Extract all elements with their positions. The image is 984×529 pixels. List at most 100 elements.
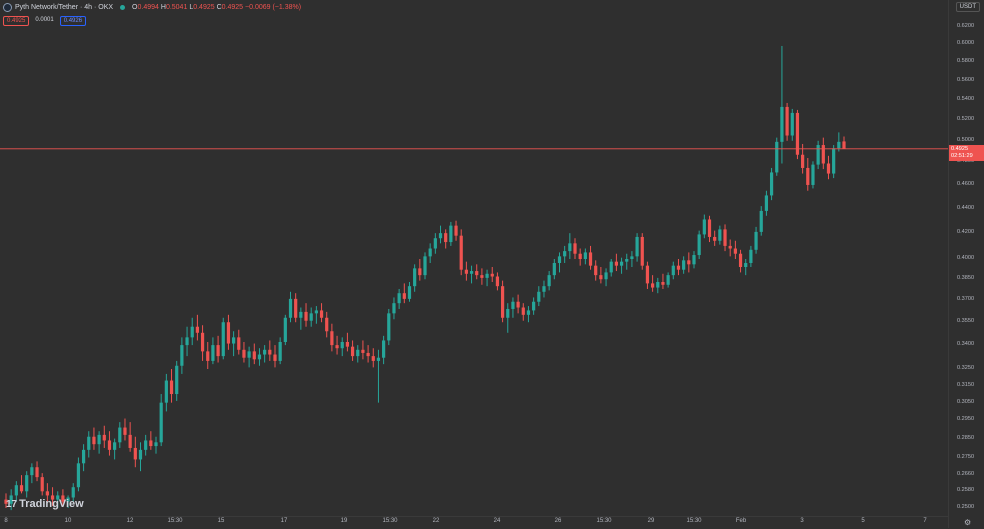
- candle: [557, 252, 562, 273]
- candle: [563, 245, 567, 263]
- candle-body: [832, 148, 836, 174]
- candle: [423, 252, 427, 280]
- candle: [552, 259, 556, 280]
- candle-body: [738, 253, 743, 268]
- candle: [733, 240, 737, 259]
- candle-body: [733, 248, 737, 254]
- candle-body: [444, 233, 448, 243]
- candle-body: [387, 313, 391, 341]
- candle: [418, 259, 422, 281]
- candle-body: [361, 349, 365, 353]
- candle-body: [801, 154, 805, 168]
- candle-body: [66, 497, 70, 502]
- candle-body: [842, 141, 846, 149]
- candle: [247, 346, 251, 368]
- settings-gear-icon[interactable]: ⚙: [964, 518, 972, 527]
- candle-body: [56, 495, 60, 500]
- candle-body: [702, 219, 706, 235]
- candle-body: [144, 440, 148, 450]
- open-label: O: [132, 4, 138, 11]
- price-axis[interactable]: 0.64000.62000.60000.58000.56000.54000.52…: [948, 0, 984, 528]
- candle-body: [749, 249, 753, 263]
- candle: [697, 230, 701, 259]
- candle: [200, 325, 205, 361]
- candle: [537, 286, 541, 307]
- candle-body: [692, 255, 696, 265]
- candle: [795, 109, 800, 160]
- candle-body: [578, 253, 582, 259]
- candle-body: [557, 256, 562, 263]
- candle: [288, 291, 293, 323]
- logo-text: TradingView: [19, 498, 84, 510]
- tradingview-logo[interactable]: 17 TradingView: [6, 498, 84, 510]
- candle-body: [599, 275, 603, 280]
- candle-body: [568, 243, 572, 252]
- symbol-title[interactable]: Pyth Network/Tether · 4h · OKX: [15, 4, 114, 11]
- candle-body: [278, 341, 282, 361]
- candle: [330, 323, 334, 352]
- time-axis[interactable]: 8 10 12 15:30 15 17 19 15:30 22 24 26 15:30 29 15:30 F…: [0, 516, 948, 529]
- candle-body: [588, 252, 593, 266]
- candle-body: [195, 326, 199, 333]
- candle: [738, 249, 743, 273]
- candle-body: [428, 248, 432, 257]
- chart-area[interactable]: [0, 0, 948, 516]
- candle-body: [356, 349, 360, 357]
- candle: [319, 303, 324, 323]
- price-tick-label: 0.2580: [957, 487, 975, 494]
- candle: [40, 473, 44, 496]
- candle-body: [526, 310, 531, 315]
- candle: [754, 226, 758, 254]
- time-tick-label: 24: [493, 518, 501, 524]
- ask-price-button[interactable]: 0.4926: [59, 16, 87, 26]
- candle: [521, 303, 525, 321]
- price-tick-label: 0.2750: [957, 453, 975, 460]
- price-tick-label: 0.4200: [957, 229, 975, 236]
- candle: [76, 457, 81, 492]
- candle: [185, 326, 189, 357]
- candle-body: [816, 145, 820, 165]
- bid-price-button[interactable]: 0.4925: [3, 16, 30, 26]
- low-value: 0.4925: [193, 4, 215, 11]
- candle-body: [480, 275, 484, 278]
- candle-body: [775, 141, 779, 173]
- candle-body: [656, 282, 660, 288]
- candle-body: [464, 269, 468, 274]
- currency-button[interactable]: USDT: [955, 2, 980, 12]
- candle-body: [438, 233, 443, 239]
- candle-body: [614, 261, 618, 266]
- candle: [71, 483, 75, 502]
- candle-body: [811, 164, 815, 185]
- candle: [325, 311, 329, 338]
- candle-body: [71, 487, 75, 498]
- spread-value: 0.0001: [35, 17, 54, 23]
- candle: [713, 230, 717, 246]
- candle-body: [718, 229, 722, 241]
- candle: [485, 269, 489, 287]
- candle-body: [169, 380, 174, 395]
- price-tick-label: 0.3250: [957, 365, 975, 371]
- candle: [263, 345, 267, 363]
- candle-body: [485, 273, 489, 278]
- candle: [744, 259, 748, 276]
- candle-body: [149, 440, 153, 447]
- time-tick-label: 15:30: [686, 518, 702, 524]
- candle-body: [118, 427, 122, 443]
- time-tick-label: 17: [280, 518, 288, 524]
- candle: [335, 335, 339, 355]
- candle: [257, 348, 262, 366]
- candle: [413, 264, 417, 292]
- price-tick-label: 0.3050: [957, 398, 975, 405]
- candle: [268, 340, 272, 361]
- candle: [206, 341, 210, 370]
- candle-body: [113, 442, 117, 450]
- candle-body: [330, 331, 334, 346]
- candle-body: [247, 351, 251, 358]
- candle: [578, 248, 582, 266]
- candle: [371, 348, 375, 368]
- candle: [283, 314, 287, 346]
- candle-body: [661, 282, 665, 285]
- candle: [113, 438, 117, 460]
- candle: [506, 303, 510, 333]
- candle: [180, 337, 184, 374]
